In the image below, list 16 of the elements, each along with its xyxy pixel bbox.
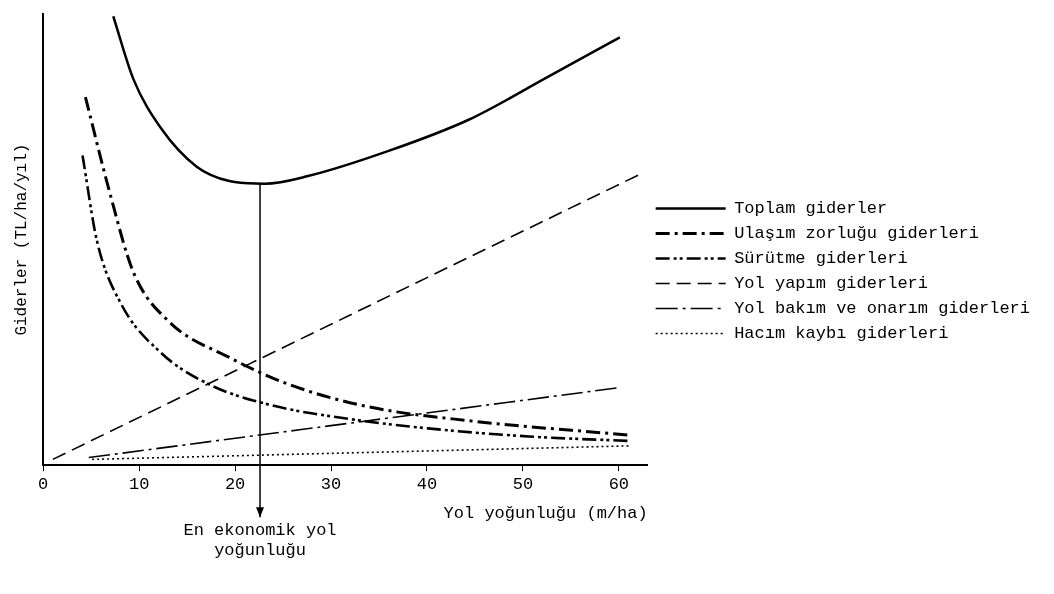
x-tick-label: 40 — [416, 474, 438, 494]
x-tick-label: 10 — [128, 474, 150, 494]
x-tick-label: 30 — [320, 474, 342, 494]
legend-label: Yol bakım ve onarım giderleri — [734, 299, 1031, 318]
legend-label: Toplam giderler — [734, 199, 888, 218]
x-axis-title: Yol yoğunluğu (m/ha) — [443, 504, 648, 524]
legend-label: Yol yapım giderleri — [734, 274, 928, 293]
legend-label: Sürütme giderleri — [734, 249, 908, 268]
x-tick-label: 20 — [224, 474, 246, 494]
x-tick-label: 50 — [512, 474, 534, 494]
legend-label: Hacım kaybı giderleri — [734, 324, 949, 343]
x-tick-label: 0 — [38, 474, 49, 494]
legend-label: Ulaşım zorluğu giderleri — [734, 224, 979, 243]
x-tick-label: 60 — [608, 474, 630, 494]
y-axis-title: Giderler (TL/ha/yıl) — [12, 143, 31, 336]
annotation: En ekonomik yol yoğunluğu — [183, 521, 337, 561]
